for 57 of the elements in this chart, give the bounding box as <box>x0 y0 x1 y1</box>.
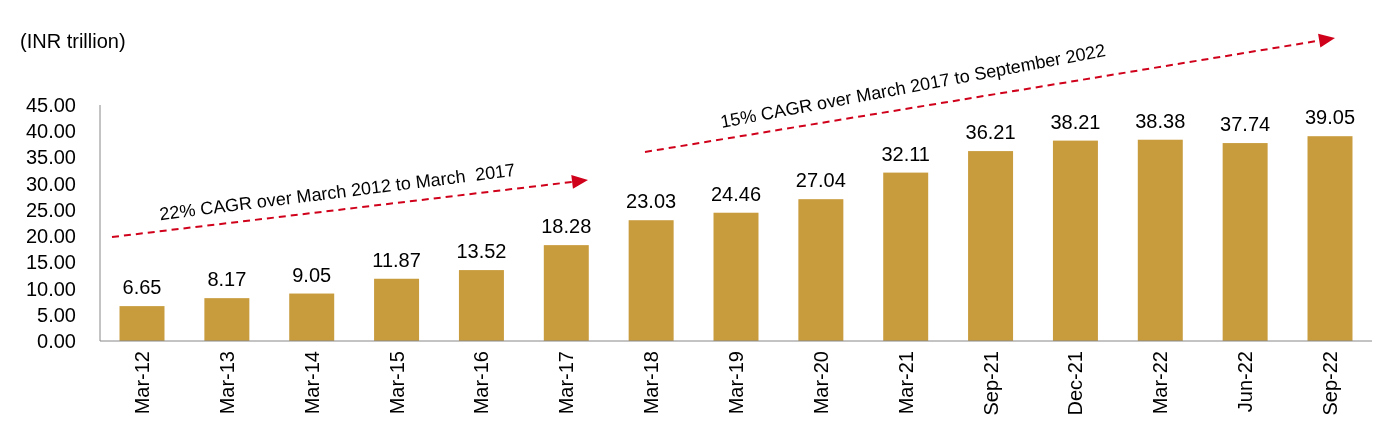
x-tick-label: Mar-22 <box>1149 351 1172 415</box>
x-tick-label: Jun-22 <box>1234 351 1257 413</box>
x-tick-label: Mar-13 <box>215 351 238 415</box>
data-label: 38.21 <box>1050 110 1101 133</box>
bar <box>713 212 759 341</box>
x-tick-label: Mar-16 <box>470 351 493 415</box>
data-label: 23.03 <box>626 190 677 213</box>
data-label: 6.65 <box>122 276 162 299</box>
data-label: 8.17 <box>207 268 247 291</box>
bar <box>1137 139 1183 341</box>
x-tick-label: Mar-20 <box>809 351 832 415</box>
x-tick-label: Mar-21 <box>894 351 917 415</box>
data-label: 27.04 <box>795 169 846 192</box>
data-label: 13.52 <box>456 240 507 263</box>
bar <box>968 151 1014 341</box>
bar <box>883 172 929 341</box>
y-tick-label: 25.00 <box>25 198 76 221</box>
x-tick-label: Mar-17 <box>555 351 578 415</box>
data-label: 24.46 <box>710 182 762 205</box>
data-label: 18.28 <box>541 215 592 238</box>
bar <box>1307 136 1353 341</box>
data-label: 38.38 <box>1135 109 1186 132</box>
x-tick-label: Mar-19 <box>725 351 747 415</box>
y-tick-label: 40.00 <box>25 120 76 143</box>
data-label: 37.74 <box>1220 113 1271 136</box>
annotation: 22% CAGR over March 2012 to March 2017 <box>158 159 517 225</box>
y-tick-label: 35.00 <box>25 146 76 169</box>
bar <box>119 306 165 341</box>
x-tick-label: Mar-15 <box>385 351 408 415</box>
bar <box>289 293 335 341</box>
x-tick-label: Dec-21 <box>1064 351 1087 416</box>
x-tick-label: Sep-22 <box>1319 351 1341 416</box>
bar <box>204 298 250 341</box>
x-tick-label: Mar-18 <box>640 351 663 415</box>
bar <box>543 245 589 341</box>
y-tick-label: 10.00 <box>25 277 76 300</box>
data-label: 11.87 <box>372 248 421 271</box>
y-tick-label: 0.00 <box>37 330 76 352</box>
bar <box>374 278 420 341</box>
data-label: 36.21 <box>965 121 1016 144</box>
y-tick-label: 45.00 <box>25 94 76 116</box>
y-tick-label: 5.00 <box>37 303 76 326</box>
y-axis-title: (INR trillion) <box>20 30 126 52</box>
data-label: 32.11 <box>881 142 930 165</box>
x-tick-label: Mar-12 <box>131 351 153 415</box>
x-tick-label: Mar-14 <box>300 351 323 415</box>
y-tick-label: 15.00 <box>25 251 76 274</box>
bar <box>1222 143 1268 341</box>
bar <box>798 199 844 341</box>
bar <box>628 220 674 341</box>
data-label: 9.05 <box>292 263 332 286</box>
bar <box>1052 140 1098 341</box>
x-tick-label: Sep-21 <box>979 351 1002 416</box>
y-tick-label: 20.00 <box>25 225 76 248</box>
data-label: 39.05 <box>1304 106 1356 129</box>
bar <box>458 270 504 341</box>
y-tick-label: 30.00 <box>25 172 76 195</box>
